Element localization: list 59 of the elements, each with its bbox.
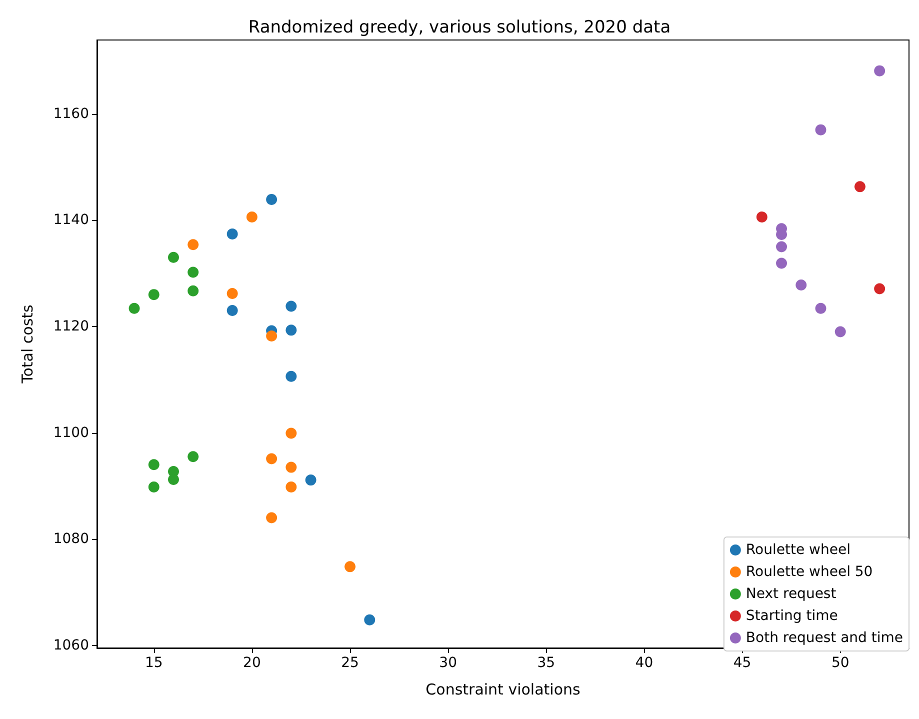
point [188,239,199,250]
x-tick-label: 45 [733,655,752,671]
point [286,428,297,439]
y-tick-label: 1100 [53,424,89,441]
point [168,474,179,486]
legend-label: Next request [746,586,837,602]
point [226,305,238,316]
chart-title: Randomized greedy, various solutions, 2020 data [248,18,671,38]
point [188,266,199,278]
y-axis-title: Total costs [18,304,36,384]
point [776,258,788,269]
point [226,288,238,300]
x-tick-label: 40 [635,655,654,671]
point [286,462,297,473]
point [286,300,297,312]
legend-label: Roulette wheel 50 [746,564,873,580]
legend-label: Roulette wheel [746,542,850,558]
point [344,561,356,572]
point [188,285,199,296]
point [266,194,278,205]
point [148,481,160,492]
point [266,512,278,524]
x-tick-label: 50 [831,655,850,671]
point [266,330,278,342]
point [286,324,297,336]
point [286,481,297,492]
x-tick-label: 35 [537,655,556,671]
y-tick-label: 1140 [53,212,89,228]
point [874,283,886,294]
point [815,302,826,314]
point [364,614,376,626]
point [266,453,278,464]
y-tick-label: 1080 [53,531,89,548]
point [148,289,160,300]
point [246,211,258,222]
x-tick-label: 25 [341,655,359,671]
y-tick-label: 1160 [53,106,89,122]
x-tick-label: 20 [243,655,261,671]
y-tick-label: 1060 [53,637,89,654]
point [128,302,140,314]
point [148,459,160,470]
point [756,211,768,222]
point [815,124,826,136]
point [834,326,846,338]
legend-label: Starting time [746,608,838,624]
y-tick-label: 1120 [53,318,89,334]
x-tick-label: 15 [144,655,163,671]
point [168,252,179,263]
point [305,474,316,486]
legend-label: Both request and time [746,630,904,646]
point [226,228,238,240]
point [776,241,788,252]
x-axis-title: Constraint violations [426,680,581,698]
point [854,181,866,192]
x-tick-label: 30 [439,655,457,671]
point [796,280,807,291]
point [286,370,297,382]
point [874,65,886,76]
point [188,451,199,462]
